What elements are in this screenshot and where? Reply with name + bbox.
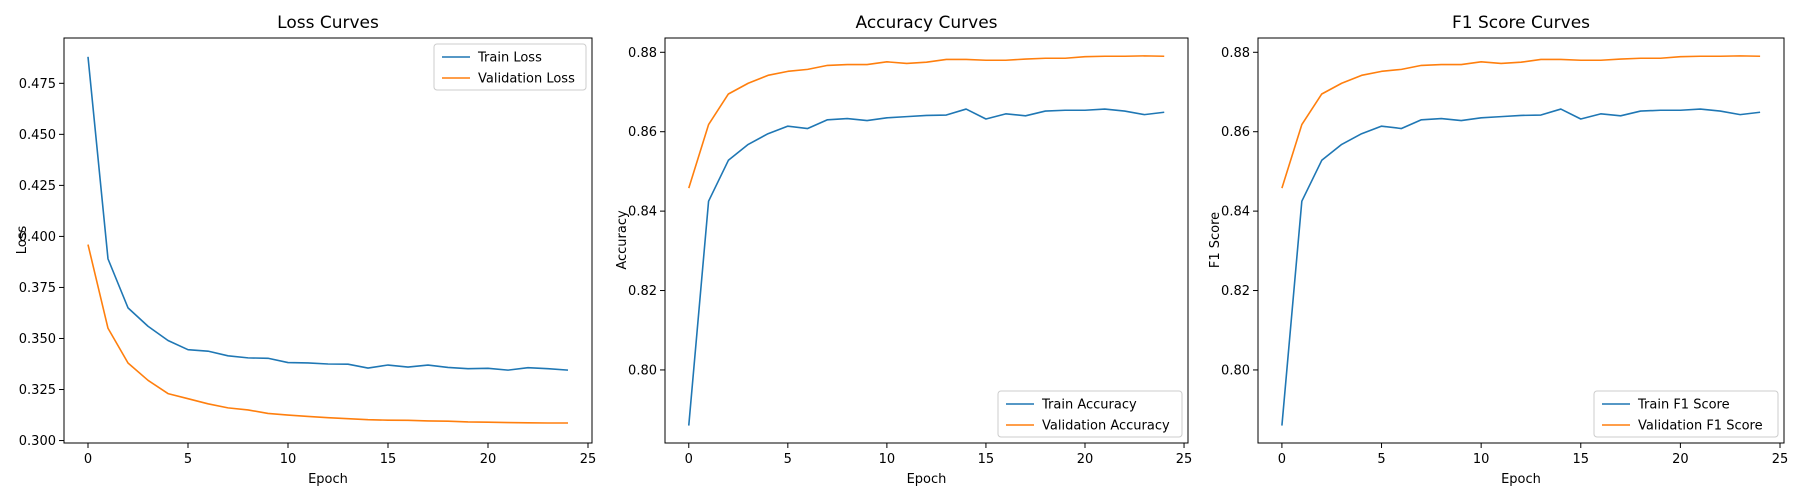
loss-x-tick-label: 10 [280,452,297,467]
loss-y-tick-label: 0.325 [19,383,56,398]
f1-y-tick-label: 0.88 [1221,46,1250,61]
loss-y-tick-label: 0.300 [19,434,56,449]
accuracy-y-tick-label: 0.84 [628,205,657,220]
accuracy-axes-frame [664,37,1189,444]
accuracy-legend: Train Accuracy Validation Accuracy [997,390,1183,438]
loss-legend-label: Train Loss [477,51,542,66]
f1-x-tick-label: 15 [1572,452,1589,467]
accuracy-y-tick-label: 0.86 [628,125,657,140]
accuracy-y-tick-label: 0.80 [628,363,657,378]
accuracy-x-tick-label: 25 [1176,452,1193,467]
loss-x-tick-label: 20 [480,452,497,467]
f1-legend-label: Validation F1 Score [1638,419,1763,434]
f1-x-tick-label: 25 [1772,452,1789,467]
f1-y-axis-label: F1 Score [1208,212,1223,268]
f1-y-tick-label: 0.86 [1221,125,1250,140]
loss-series-line-validation [87,244,568,424]
accuracy-legend-box [997,390,1183,438]
f1-legend-label: Train F1 Score [1637,398,1730,413]
accuracy-y-tick-label: 0.88 [628,46,657,61]
f1-legend-box [1593,390,1779,438]
loss-chart-title: Loss Curves [277,13,379,33]
f1-x-tick-label: 0 [1278,452,1286,467]
loss-x-tick-label: 15 [380,452,397,467]
accuracy-legend-label: Validation Accuracy [1042,419,1170,434]
loss-y-tick-label: 0.400 [19,230,56,245]
accuracy-series-line-validation [688,55,1165,189]
accuracy-x-tick-label: 5 [784,452,792,467]
loss-x-tick-label: 25 [580,452,597,467]
f1-chart-title: F1 Score Curves [1452,13,1590,33]
loss-series-line-train [87,56,569,371]
f1-panel: F1 Score Curves Epoch F1 Score 0 5 10 15 20 2… [1208,13,1788,487]
loss-legend-label: Validation Loss [478,72,575,87]
accuracy-x-tick-label: 20 [1077,452,1094,467]
loss-y-tick-label: 0.375 [19,281,56,296]
f1-y-tick-label: 0.82 [1221,284,1250,299]
f1-x-tick-label: 5 [1377,452,1385,467]
loss-legend-box [433,43,587,91]
f1-series-line-validation [1281,55,1761,189]
accuracy-panel: Accuracy Curves Epoch Accuracy 0 5 10 15 20 2… [615,13,1192,487]
loss-axes-frame [63,37,593,444]
loss-y-tick-label: 0.350 [19,332,56,347]
loss-y-tick-label: 0.450 [19,128,56,143]
accuracy-y-tick-label: 0.82 [628,284,657,299]
accuracy-x-axis-label: Epoch [907,472,947,487]
accuracy-series-line-train [687,108,1165,426]
f1-x-axis-label: Epoch [1501,472,1541,487]
f1-x-tick-label: 10 [1473,452,1490,467]
accuracy-chart-title: Accuracy Curves [855,13,997,33]
accuracy-x-tick-label: 0 [685,452,693,467]
loss-x-tick-label: 5 [184,452,192,467]
loss-panel: Loss Curves Epoch Loss 0 5 10 15 20 25 0.300 0.… [15,13,596,487]
f1-legend: Train F1 Score Validation F1 Score [1593,390,1779,438]
accuracy-y-axis-label: Accuracy [615,210,630,270]
f1-series-line-train [1281,108,1761,426]
f1-y-tick-label: 0.84 [1221,205,1250,220]
accuracy-x-tick-label: 10 [879,452,896,467]
loss-x-tick-label: 0 [84,452,92,467]
accuracy-legend-label: Train Accuracy [1041,398,1137,413]
loss-y-tick-label: 0.425 [19,179,56,194]
loss-y-tick-label: 0.475 [19,77,56,92]
f1-axes-frame [1257,37,1785,444]
f1-x-tick-label: 20 [1672,452,1689,467]
loss-y-axis-label: Loss [15,226,30,255]
f1-y-tick-label: 0.80 [1221,363,1250,378]
loss-legend: Train Loss Validation Loss [433,43,587,91]
loss-x-axis-label: Epoch [308,472,348,487]
accuracy-x-tick-label: 15 [978,452,995,467]
